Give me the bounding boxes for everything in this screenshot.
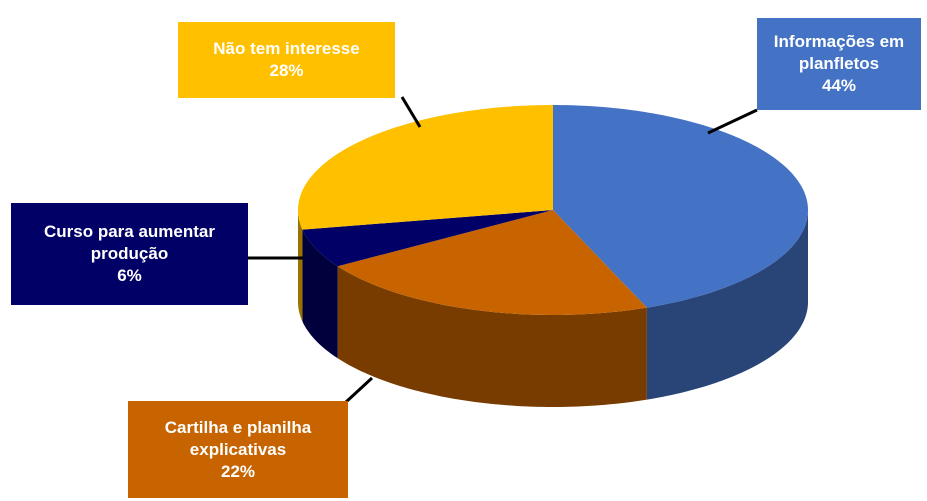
- leader-line: [400, 96, 422, 128]
- label-value: 28%: [269, 61, 304, 80]
- slice: [337, 210, 647, 315]
- leader-line: [344, 376, 374, 404]
- label-name: Não tem interesse: [213, 39, 360, 58]
- slice-label: Informações em planfletos 44%: [757, 18, 921, 110]
- leader-line: [707, 108, 758, 135]
- slice: [302, 210, 553, 267]
- label-name: Curso para aumentar produção: [44, 222, 215, 263]
- label-name: Informações em planfletos: [773, 32, 905, 73]
- slice-label: Não tem interesse 28%: [178, 22, 395, 98]
- label-value: 22%: [220, 461, 256, 481]
- slice: [553, 105, 808, 308]
- slice-label: Cartilha e planilha explicativas 22%: [128, 401, 348, 498]
- slice-side: [302, 229, 338, 359]
- slice-side: [337, 266, 647, 407]
- slice-side: [298, 210, 303, 322]
- label-value: 44%: [821, 76, 857, 95]
- slice-label: Curso para aumentar produção 6%: [11, 203, 248, 305]
- slice: [298, 105, 553, 230]
- slice-side: [646, 210, 808, 400]
- label-value: 6%: [117, 266, 142, 285]
- label-name: Cartilha e planilha explicativas: [164, 417, 312, 459]
